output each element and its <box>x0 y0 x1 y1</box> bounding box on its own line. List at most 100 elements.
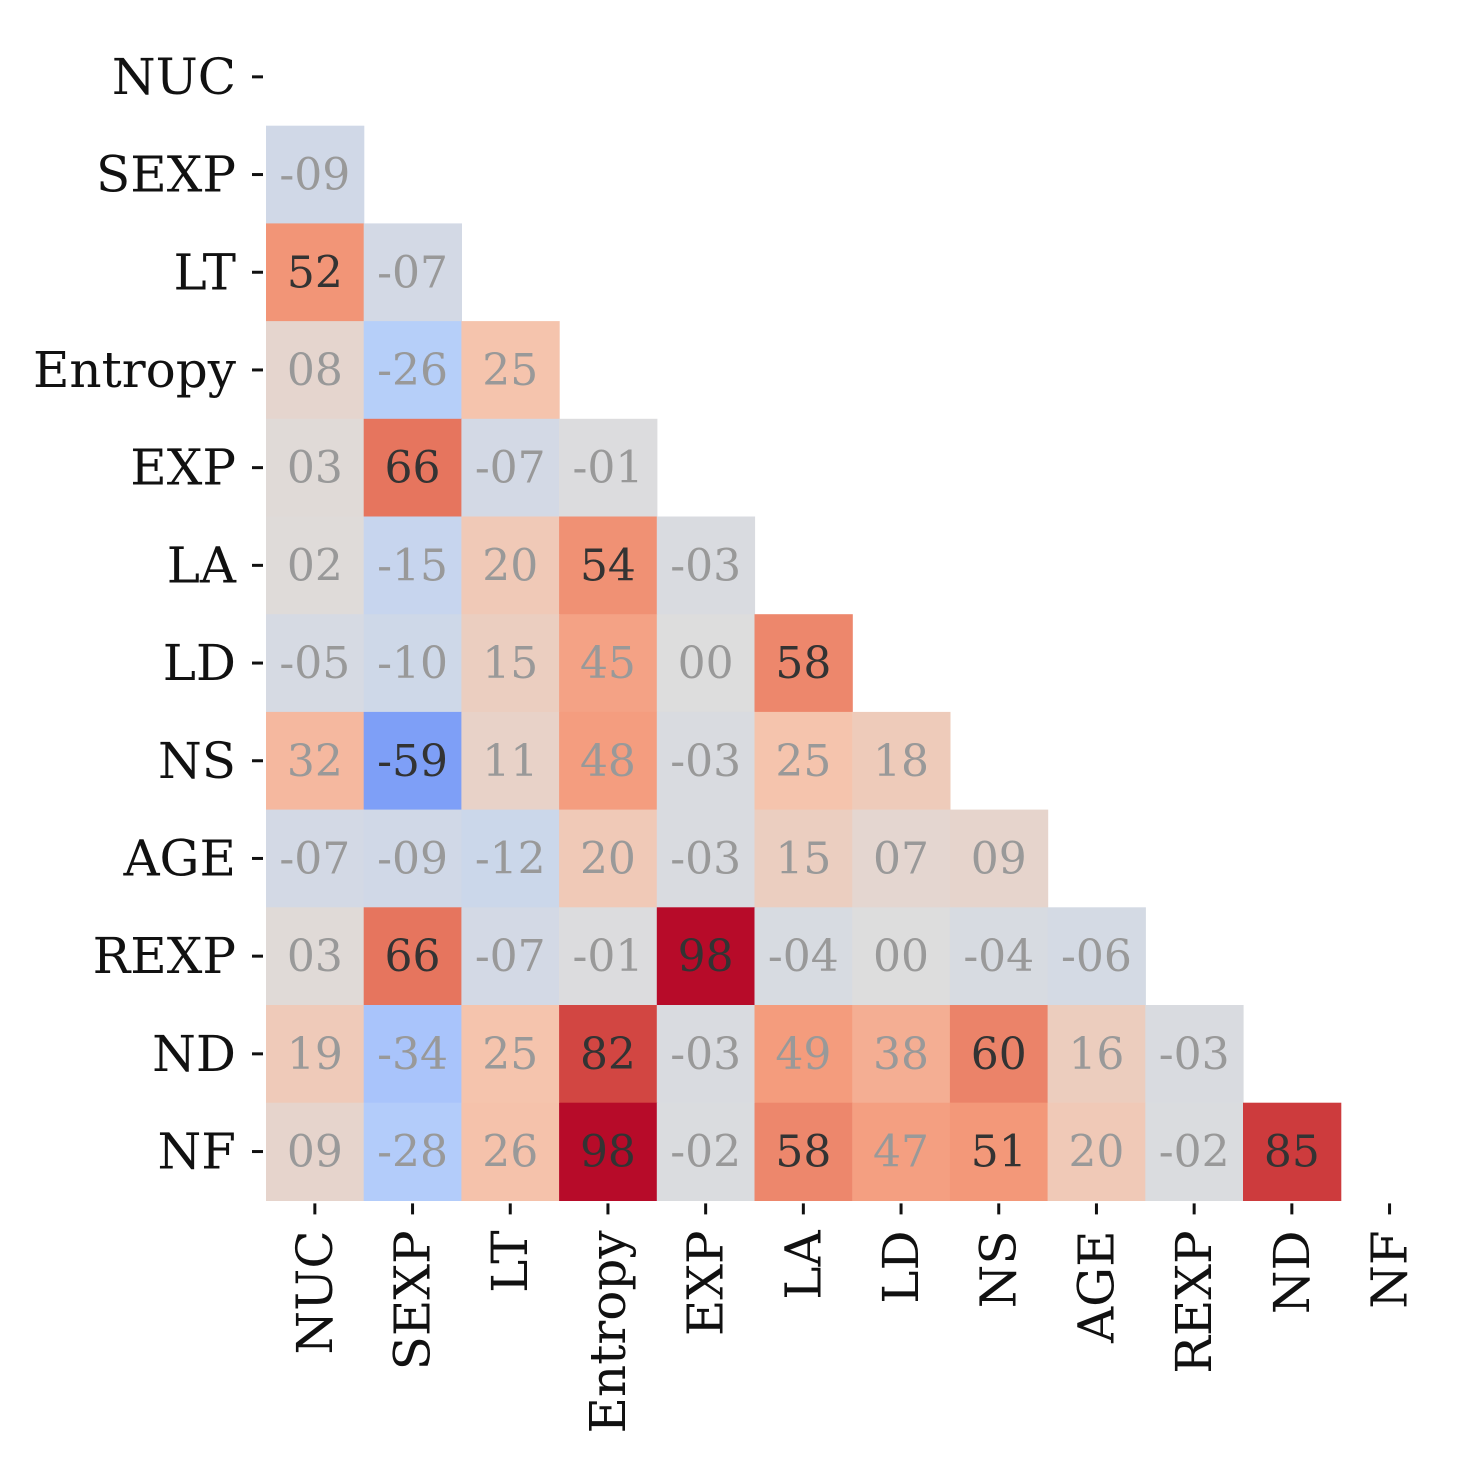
cell-value-ns-ld: 18 <box>873 736 929 787</box>
heatmap-cell-nd-age <box>1047 1005 1146 1104</box>
cell-value-nf-lt: 26 <box>482 1127 538 1178</box>
cell-value-exp-nuc: 03 <box>287 443 343 494</box>
cell-value-age-ns: 09 <box>971 833 1027 884</box>
cell-value-ns-exp: -03 <box>670 736 741 787</box>
cell-value-nd-rexp: -03 <box>1159 1029 1230 1080</box>
heatmap-cell-ld-la <box>754 614 853 713</box>
heatmap-cell-ns-lt <box>461 711 560 811</box>
x-tick-label-exp: EXP <box>677 1230 735 1336</box>
heatmap-cell-nd-exp <box>656 1005 756 1104</box>
cell-value-age-nuc: -07 <box>279 833 350 884</box>
heatmap-cell-nd-ld <box>852 1005 951 1104</box>
cell-value-age-sexp: -09 <box>377 833 448 884</box>
cell-value-lt-sexp: -07 <box>377 247 448 298</box>
heatmap-cell-nf-nuc <box>266 1102 365 1201</box>
heatmap-cell-entropy-sexp <box>363 321 462 420</box>
heatmap-cell-nf-lt <box>461 1102 560 1201</box>
cell-value-rexp-ns: -04 <box>963 931 1034 982</box>
cell-value-entropy-sexp: -26 <box>377 345 448 396</box>
heatmap-cell-age-lt <box>461 809 560 908</box>
cell-value-exp-lt: -07 <box>475 443 546 494</box>
cell-value-la-exp: -03 <box>670 540 741 591</box>
heatmap-cell-nf-age <box>1047 1102 1146 1201</box>
heatmap-cell-nf-nd <box>1243 1102 1342 1201</box>
heatmap-cell-nf-entropy <box>559 1102 658 1201</box>
heatmap-cell-ns-nuc <box>266 711 365 811</box>
heatmap-cell-sexp-nuc <box>266 125 365 224</box>
cell-value-age-exp: -03 <box>670 833 741 884</box>
heatmap-cell-la-lt <box>461 516 560 615</box>
x-tick-label-nd: ND <box>1263 1230 1321 1314</box>
heatmap-cell-nd-sexp <box>363 1005 462 1104</box>
heatmap-cell-ns-entropy <box>559 711 658 811</box>
cell-value-nf-entropy: 98 <box>580 1127 636 1178</box>
cell-value-rexp-sexp: 66 <box>385 931 441 982</box>
heatmap-cell-nd-lt <box>461 1005 560 1104</box>
heatmap-cell-la-sexp <box>363 516 462 615</box>
cell-value-age-lt: -12 <box>475 833 546 884</box>
heatmap-cell-age-la <box>754 809 853 908</box>
y-tick-label-nuc: NUC <box>112 48 236 106</box>
cell-value-nd-sexp: -34 <box>377 1029 448 1080</box>
heatmap-cell-age-exp <box>656 809 756 908</box>
heatmap-cell-age-ns <box>949 809 1049 908</box>
heatmap-cell-nf-sexp <box>363 1102 462 1201</box>
cell-value-ns-la: 25 <box>775 736 831 787</box>
cell-value-ns-lt: 11 <box>482 736 538 787</box>
heatmap-cell-rexp-ns <box>949 907 1049 1006</box>
cell-value-nf-rexp: -02 <box>1159 1127 1230 1178</box>
cell-value-exp-entropy: -01 <box>573 443 644 494</box>
cell-value-nf-age: 20 <box>1068 1127 1124 1178</box>
heatmap-cell-age-sexp <box>363 809 462 908</box>
heatmap-cell-rexp-nuc <box>266 907 365 1006</box>
cell-value-nd-ns: 60 <box>971 1029 1027 1080</box>
cell-value-age-entropy: 20 <box>580 833 636 884</box>
cell-value-rexp-exp: 98 <box>678 931 734 982</box>
cell-value-nd-la: 49 <box>775 1029 831 1080</box>
heatmap-cell-ld-lt <box>461 614 560 713</box>
cell-value-rexp-lt: -07 <box>475 931 546 982</box>
heatmap-cell-lt-nuc <box>266 223 365 322</box>
heatmap-cell-nd-la <box>754 1005 853 1104</box>
cell-value-ld-lt: 15 <box>482 638 538 689</box>
cell-value-ld-entropy: 45 <box>580 638 636 689</box>
cell-value-nf-exp: -02 <box>670 1127 741 1178</box>
heatmap-cell-rexp-age <box>1047 907 1146 1006</box>
x-tick-label-lt: LT <box>481 1230 539 1292</box>
cell-value-ld-nuc: -05 <box>279 638 350 689</box>
cell-value-nd-entropy: 82 <box>580 1029 636 1080</box>
x-tick-label-ns: NS <box>970 1230 1028 1308</box>
cell-value-la-sexp: -15 <box>377 540 448 591</box>
cell-value-age-ld: 07 <box>873 833 929 884</box>
heatmap-cell-nd-rexp <box>1145 1005 1244 1104</box>
cell-value-rexp-entropy: -01 <box>573 931 644 982</box>
cell-value-rexp-ld: 00 <box>873 931 929 982</box>
x-tick-label-nf: NF <box>1361 1230 1419 1308</box>
heatmap-cell-exp-sexp <box>363 418 462 518</box>
x-tick-label-ld: LD <box>872 1230 930 1303</box>
heatmap-cell-ns-exp <box>656 711 756 811</box>
cell-value-rexp-age: -06 <box>1061 931 1132 982</box>
cell-value-age-la: 15 <box>775 833 831 884</box>
cell-value-lt-nuc: 52 <box>287 247 343 298</box>
heatmap-cell-lt-sexp <box>363 223 462 322</box>
cell-value-la-lt: 20 <box>482 540 538 591</box>
cell-value-ns-nuc: 32 <box>287 736 343 787</box>
cell-value-exp-sexp: 66 <box>385 443 441 494</box>
heatmap-cell-nf-ns <box>949 1102 1049 1201</box>
heatmap-cell-nd-ns <box>949 1005 1049 1104</box>
cell-value-rexp-la: -04 <box>768 931 839 982</box>
x-tick-label-sexp: SEXP <box>384 1230 442 1370</box>
cell-value-ns-entropy: 48 <box>580 736 636 787</box>
x-tick-label-rexp: REXP <box>1165 1230 1223 1373</box>
heatmap-cell-rexp-ld <box>852 907 951 1006</box>
cell-value-nf-sexp: -28 <box>377 1127 448 1178</box>
heatmap-cell-age-ld <box>852 809 951 908</box>
cell-value-nf-la: 58 <box>775 1127 831 1178</box>
heatmap-cell-exp-lt <box>461 418 560 518</box>
cell-value-nd-ld: 38 <box>873 1029 929 1080</box>
cell-value-nd-age: 16 <box>1068 1029 1124 1080</box>
heatmap-cell-nf-ld <box>852 1102 951 1201</box>
cell-value-nf-nd: 85 <box>1264 1127 1320 1178</box>
heatmap-cell-ld-sexp <box>363 614 462 713</box>
